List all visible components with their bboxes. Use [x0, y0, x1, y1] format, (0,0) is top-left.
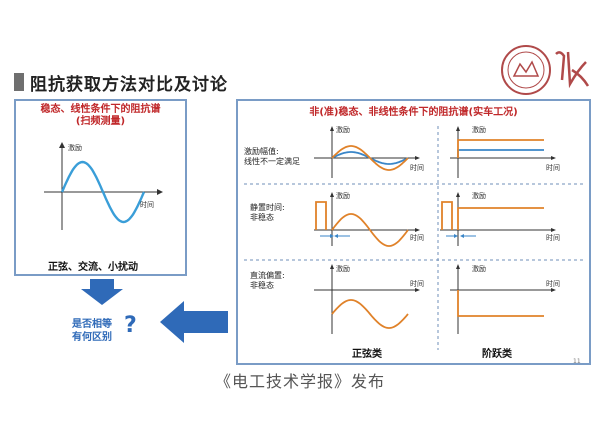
slide-title: 阻抗获取方法对比及讨论 — [30, 75, 228, 95]
left-panel-caption: 正弦、交流、小扰动 — [48, 262, 138, 273]
row2-label-line2: 非稳态 — [250, 213, 274, 222]
row-label-rest-time: 静置时间: 非稳态 — [250, 203, 285, 223]
question-mark-icon: ? — [124, 313, 137, 338]
row1-step-y-label: 激励 — [472, 126, 486, 134]
row-label-amplitude: 激励幅值: 线性不一定满足 — [244, 147, 300, 167]
row1-label-line2: 线性不一定满足 — [244, 157, 300, 166]
row1-large-sine-wave — [331, 145, 409, 171]
left-sine-wave — [60, 160, 146, 224]
row3-step-x-label: 时间 — [546, 280, 560, 288]
question-text: 是否相等 有何区别 — [64, 318, 120, 344]
row3-step-wave — [457, 290, 544, 317]
row3-step-y-label: 激励 — [472, 265, 486, 273]
title-accent-bar — [14, 73, 24, 91]
row3-sine-wave — [331, 299, 409, 329]
left-arrow-icon — [160, 301, 228, 343]
left-x-axis-label: 时间 — [140, 201, 154, 209]
row1-sine-y-label: 激励 — [336, 126, 350, 134]
column-label-sine: 正弦类 — [352, 349, 382, 360]
row1-sine-x-label: 时间 — [410, 164, 424, 172]
left-panel-title: 稳态、线性条件下的阻抗谱 (扫频测量) — [20, 104, 181, 128]
row3-label-line2: 非稳态 — [250, 281, 274, 290]
row2-step-x-label: 时间 — [546, 234, 560, 242]
footer-publisher: 《电工技术学报》发布 — [214, 372, 385, 391]
right-panel — [236, 99, 591, 365]
left-title-line1: 稳态、线性条件下的阻抗谱 — [40, 104, 161, 115]
row1-sine-chart — [314, 126, 420, 178]
row3-step-chart — [450, 264, 556, 334]
right-panel-separators — [244, 126, 584, 350]
left-title-line2: (扫频测量) — [75, 116, 126, 127]
row2-step-pulse — [441, 201, 453, 230]
row2-step-y-label: 激励 — [472, 192, 486, 200]
row2-sine-y-label: 激励 — [336, 192, 350, 200]
row1-step-wave-small — [457, 149, 544, 158]
page-number: 11 — [573, 358, 581, 365]
row3-sine-chart — [314, 264, 420, 334]
row2-sine-chart — [314, 192, 420, 247]
row2-label-line1: 静置时间: — [250, 203, 285, 212]
row2-pulse — [315, 201, 327, 230]
row-label-dc-bias: 直流偏置: 非稳态 — [250, 271, 285, 291]
row3-sine-x-label: 时间 — [410, 280, 424, 288]
left-sine-chart — [44, 142, 163, 230]
down-arrow-icon — [81, 279, 123, 305]
question-line2: 有何区别 — [72, 332, 112, 343]
row2-step-chart — [440, 192, 556, 246]
row1-label-line1: 激励幅值: — [244, 147, 279, 156]
right-panel-title: 非(准)稳态、非线性条件下的阻抗谱(实车工况) — [309, 107, 518, 118]
column-label-step: 阶跃类 — [482, 349, 512, 360]
row2-sine-x-label: 时间 — [410, 234, 424, 242]
left-y-axis-label: 激励 — [68, 144, 82, 152]
university-seal-logo — [501, 45, 590, 95]
row1-step-chart — [450, 126, 556, 178]
row2-step-wave — [457, 207, 544, 230]
row1-step-wave-large — [457, 139, 544, 158]
question-line1: 是否相等 — [72, 319, 112, 330]
row3-sine-y-label: 激励 — [336, 265, 350, 273]
row3-label-line1: 直流偏置: — [250, 271, 285, 280]
row2-sine-wave — [331, 213, 409, 247]
row1-step-x-label: 时间 — [546, 164, 560, 172]
